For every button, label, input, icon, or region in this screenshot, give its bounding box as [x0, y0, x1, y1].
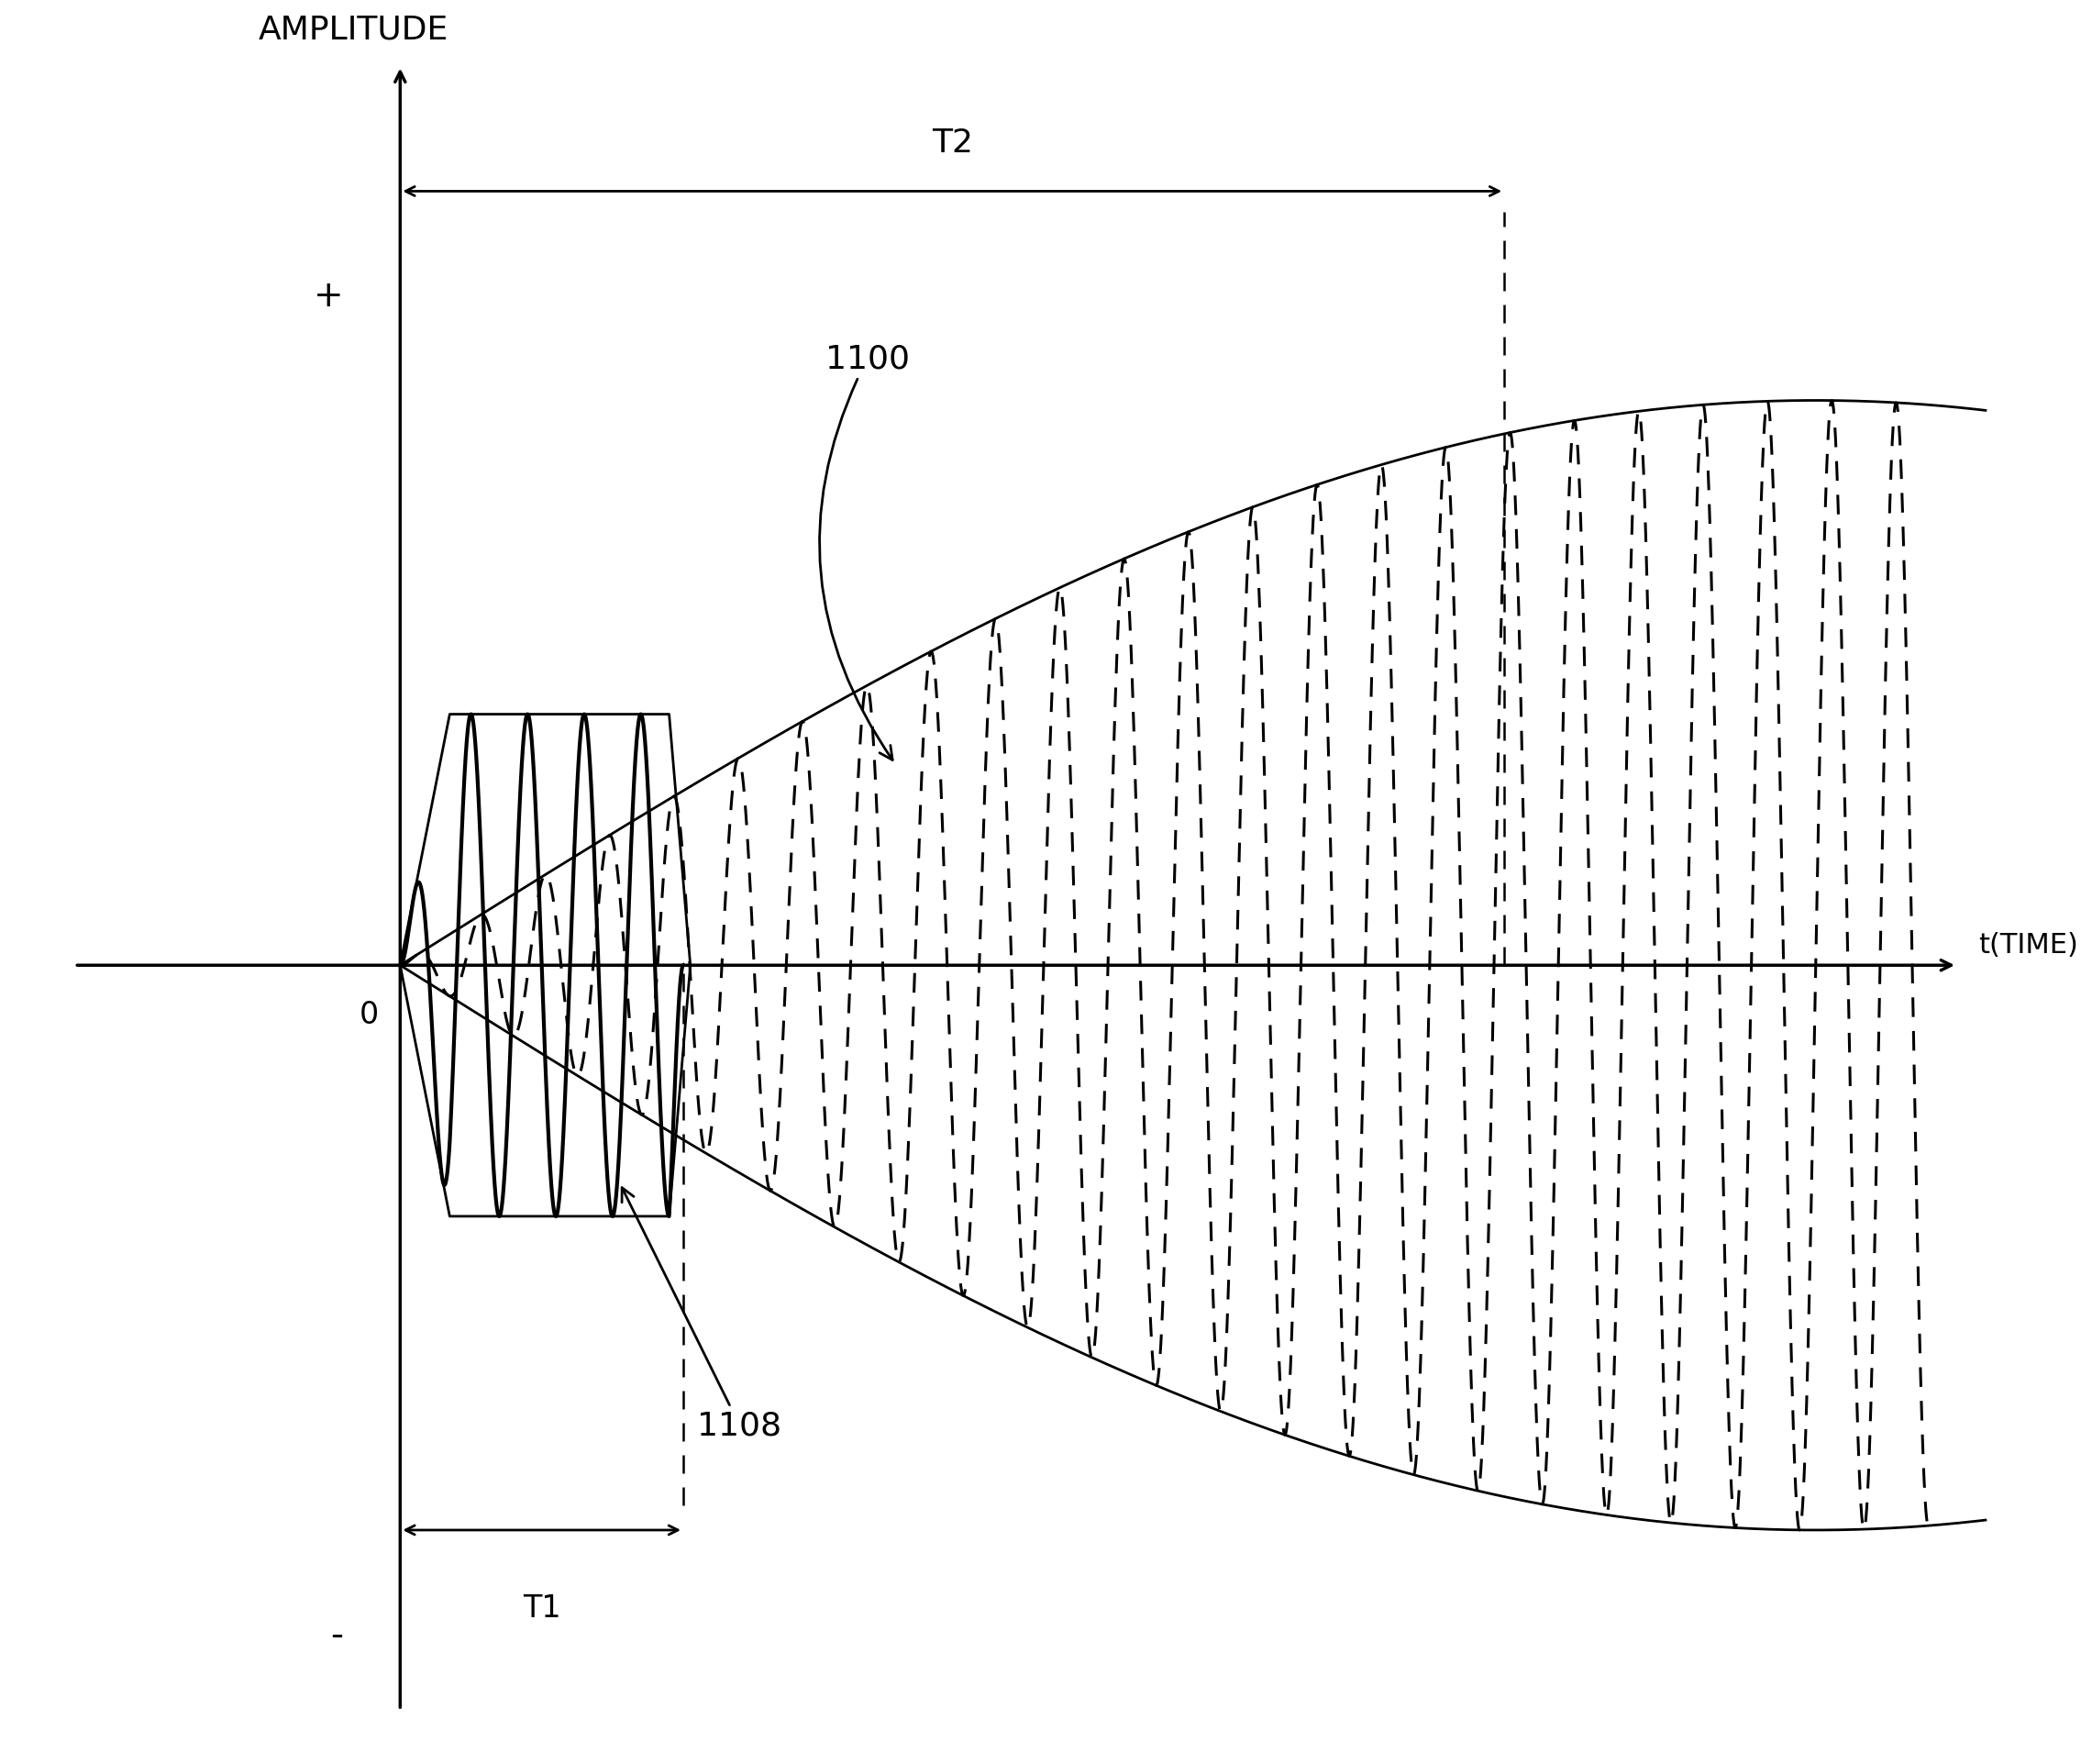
Text: T2: T2 — [931, 127, 973, 159]
Text: T1: T1 — [523, 1593, 561, 1623]
Text: AMPLITUDE: AMPLITUDE — [259, 14, 448, 46]
Text: t(TIME): t(TIME) — [1979, 931, 2077, 958]
Text: +: + — [314, 279, 343, 314]
Text: 1108: 1108 — [621, 1187, 782, 1441]
Text: 0: 0 — [360, 998, 379, 1030]
Text: -: - — [331, 1618, 343, 1653]
Text: 1100: 1100 — [820, 344, 910, 760]
